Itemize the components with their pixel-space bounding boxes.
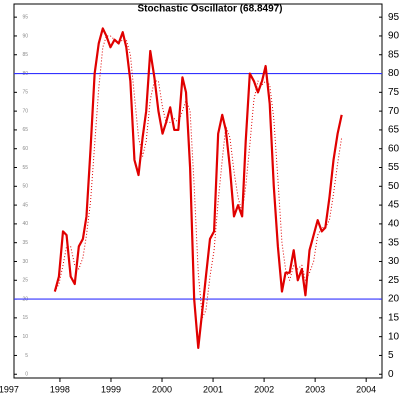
y-tick-label: 70 [388, 106, 400, 117]
y-tick-label: 95 [22, 14, 28, 20]
x-tick-label: 2003 [305, 384, 325, 394]
y-tick-label: 45 [388, 200, 400, 211]
y-tick-label: 45 [22, 202, 28, 208]
y-tick-label: 0 [25, 372, 28, 378]
x-tick-label: 2000 [152, 384, 172, 394]
x-tick-label: 2001 [203, 384, 223, 394]
y-tick-label: 70 [22, 108, 28, 114]
y-tick-label: 55 [22, 165, 28, 171]
y-tick-label: 90 [388, 31, 400, 42]
y-tick-label: 5 [388, 350, 394, 361]
y-tick-label: 50 [22, 184, 28, 190]
x-tick-label: 1998 [50, 384, 70, 394]
y-tick-label: 85 [388, 49, 400, 60]
y-tick-label: 25 [388, 275, 400, 286]
plot-frame [13, 3, 383, 379]
y-tick-label: 10 [388, 331, 400, 342]
y-tick-label: 40 [22, 221, 28, 227]
y-tick-label: 35 [388, 237, 400, 248]
y-tick-label: 75 [388, 87, 400, 98]
y-tick-label: 80 [388, 68, 400, 79]
y-tick-label: 15 [22, 315, 28, 321]
y-tick-label: 20 [388, 294, 400, 305]
series-line [53, 27, 343, 350]
y-tick-label: 40 [388, 219, 400, 230]
y-tick-label: 85 [22, 52, 28, 58]
y-tick-label: 60 [22, 146, 28, 152]
x-tick-label: 2002 [254, 384, 274, 394]
chart-title: Stochastic Oscillator (68.8497) [137, 4, 282, 15]
y-tick-label: 50 [388, 181, 400, 192]
y-tick-label: 30 [22, 259, 28, 265]
y-tick-label: 65 [22, 127, 28, 133]
y-tick-label: 30 [388, 256, 400, 267]
x-tick-label: 2004 [356, 384, 376, 394]
y-tick-label: 65 [388, 125, 400, 136]
y-tick-label: 95 [388, 12, 400, 23]
y-tick-label: 25 [22, 278, 28, 284]
y-tick-label: 60 [388, 143, 400, 154]
y-tick-label: 0 [388, 369, 394, 380]
x-tick-label: 1999 [101, 384, 121, 394]
y-tick-label: 55 [388, 162, 400, 173]
x-tick-label: 1997 [0, 384, 19, 394]
y-tick-label: 15 [388, 312, 400, 323]
y-tick-label: 90 [22, 33, 28, 39]
y-tick-label: 35 [22, 240, 28, 246]
y-tick-label: 5 [25, 353, 28, 359]
y-tick-label: 75 [22, 90, 28, 96]
y-tick-label: 10 [22, 334, 28, 340]
